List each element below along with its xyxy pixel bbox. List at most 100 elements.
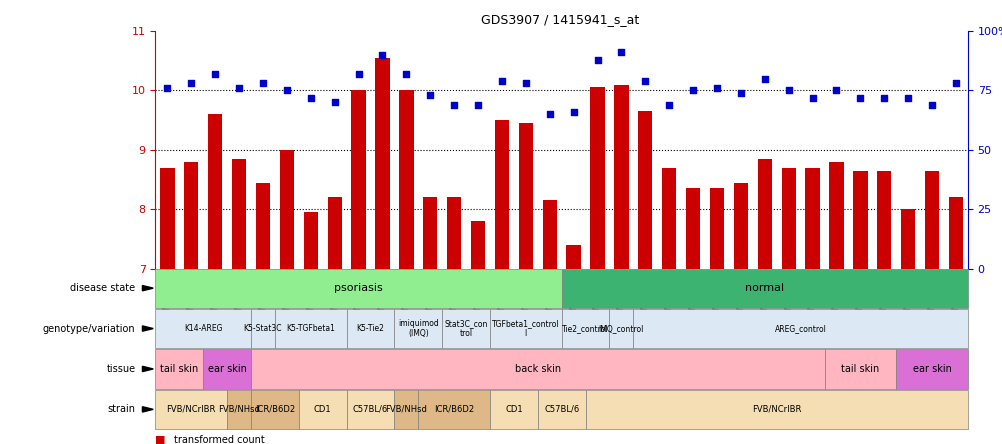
- Point: [374, 52, 390, 59]
- Point: [303, 94, 319, 101]
- Point: [470, 101, 486, 108]
- Point: [565, 108, 581, 115]
- Point: [708, 84, 724, 91]
- Text: C57BL/6: C57BL/6: [353, 405, 388, 414]
- Bar: [256, 182, 270, 269]
- Bar: [207, 114, 222, 269]
- Bar: [280, 150, 294, 269]
- Bar: [733, 182, 747, 269]
- Bar: [781, 168, 795, 269]
- Bar: [231, 159, 246, 269]
- Text: normal: normal: [744, 283, 784, 293]
- Bar: [423, 198, 437, 269]
- Point: [517, 80, 533, 87]
- Bar: [757, 159, 772, 269]
- Point: [636, 77, 652, 84]
- Text: tissue: tissue: [106, 364, 135, 374]
- Bar: [518, 123, 532, 269]
- Point: [351, 70, 367, 77]
- Bar: [160, 168, 174, 269]
- Bar: [853, 170, 867, 269]
- Bar: [399, 91, 413, 269]
- Bar: [590, 87, 604, 269]
- Point: [732, 89, 748, 96]
- Point: [757, 75, 773, 82]
- Text: IMQ_control: IMQ_control: [598, 324, 643, 333]
- Text: tail skin: tail skin: [160, 364, 198, 374]
- Text: FVB/NHsd: FVB/NHsd: [218, 405, 260, 414]
- Bar: [900, 209, 915, 269]
- Point: [541, 111, 557, 118]
- Text: ICR/B6D2: ICR/B6D2: [255, 405, 295, 414]
- Text: CD1: CD1: [505, 405, 522, 414]
- Point: [947, 80, 963, 87]
- Text: K14-AREG: K14-AREG: [183, 324, 222, 333]
- Text: TGFbeta1_control
l: TGFbeta1_control l: [492, 319, 559, 338]
- Text: K5-Stat3C: K5-Stat3C: [243, 324, 282, 333]
- Bar: [542, 200, 556, 269]
- Bar: [328, 198, 342, 269]
- Point: [780, 87, 796, 94]
- Text: ICR/B6D2: ICR/B6D2: [434, 405, 474, 414]
- Point: [899, 94, 915, 101]
- Text: FVB/NHsd: FVB/NHsd: [385, 405, 427, 414]
- Text: psoriasis: psoriasis: [334, 283, 383, 293]
- Text: GDS3907 / 1415941_s_at: GDS3907 / 1415941_s_at: [481, 13, 639, 26]
- Bar: [447, 198, 461, 269]
- Point: [422, 91, 438, 99]
- Point: [876, 94, 892, 101]
- Point: [923, 101, 939, 108]
- Bar: [470, 221, 485, 269]
- Text: CD1: CD1: [314, 405, 332, 414]
- Text: AREG_control: AREG_control: [774, 324, 826, 333]
- Bar: [805, 168, 819, 269]
- Bar: [661, 168, 675, 269]
- Point: [183, 80, 199, 87]
- Point: [852, 94, 868, 101]
- Point: [446, 101, 462, 108]
- Text: K5-Tie2: K5-Tie2: [357, 324, 384, 333]
- Text: ■: ■: [155, 435, 165, 444]
- Point: [589, 56, 605, 63]
- Text: C57BL/6: C57BL/6: [543, 405, 579, 414]
- Text: imiquimod
(IMQ): imiquimod (IMQ): [398, 319, 438, 338]
- Bar: [685, 188, 699, 269]
- Text: back skin: back skin: [514, 364, 560, 374]
- Bar: [829, 162, 843, 269]
- Text: ear skin: ear skin: [912, 364, 951, 374]
- Bar: [304, 212, 318, 269]
- Point: [230, 84, 246, 91]
- Text: FVB/NCrIBR: FVB/NCrIBR: [752, 405, 801, 414]
- Bar: [351, 91, 366, 269]
- Bar: [375, 58, 389, 269]
- Bar: [637, 111, 652, 269]
- Bar: [924, 170, 938, 269]
- Point: [613, 49, 629, 56]
- Text: transformed count: transformed count: [173, 435, 264, 444]
- Text: genotype/variation: genotype/variation: [43, 324, 135, 333]
- Point: [398, 70, 414, 77]
- Point: [327, 99, 343, 106]
- Bar: [876, 170, 891, 269]
- Point: [255, 80, 271, 87]
- Text: Tie2_control: Tie2_control: [562, 324, 608, 333]
- Bar: [566, 245, 580, 269]
- Text: ear skin: ear skin: [207, 364, 246, 374]
- Point: [828, 87, 844, 94]
- Text: tail skin: tail skin: [841, 364, 879, 374]
- Text: Stat3C_con
trol: Stat3C_con trol: [444, 319, 487, 338]
- Point: [279, 87, 295, 94]
- Point: [660, 101, 676, 108]
- Bar: [613, 84, 628, 269]
- Text: FVB/NCrIBR: FVB/NCrIBR: [166, 405, 215, 414]
- Bar: [494, 120, 509, 269]
- Point: [493, 77, 509, 84]
- Text: disease state: disease state: [70, 283, 135, 293]
- Text: strain: strain: [107, 404, 135, 414]
- Bar: [709, 188, 723, 269]
- Bar: [948, 198, 962, 269]
- Point: [804, 94, 820, 101]
- Point: [684, 87, 700, 94]
- Point: [159, 84, 175, 91]
- Bar: [184, 162, 198, 269]
